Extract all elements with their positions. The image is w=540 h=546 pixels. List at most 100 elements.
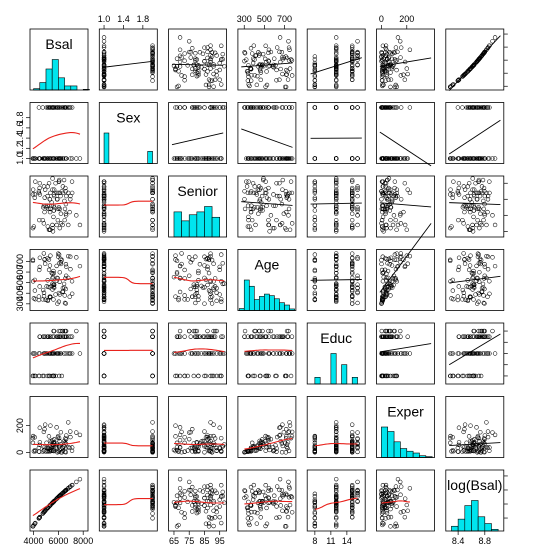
data-point — [334, 229, 339, 234]
data-point — [248, 105, 254, 110]
data-point — [355, 256, 360, 261]
data-point — [467, 66, 473, 72]
data-point — [37, 449, 42, 454]
data-point — [391, 213, 397, 218]
data-point — [177, 263, 183, 269]
data-point — [67, 294, 72, 299]
data-point — [274, 193, 280, 199]
data-point — [57, 177, 62, 183]
data-point — [45, 373, 50, 379]
regression-line — [448, 333, 501, 366]
data-point — [64, 193, 69, 199]
data-point — [334, 224, 339, 229]
data-point — [101, 351, 107, 356]
tick-label: 8.4 — [452, 536, 465, 546]
panel-frame — [445, 249, 505, 311]
data-point — [101, 213, 107, 218]
data-point — [209, 334, 215, 339]
data-point — [48, 423, 53, 428]
data-point — [289, 351, 295, 356]
regression-line — [379, 343, 432, 353]
data-point — [41, 221, 47, 226]
data-point — [101, 184, 107, 189]
data-point — [460, 105, 465, 110]
data-point — [350, 43, 355, 48]
data-point — [257, 66, 263, 72]
data-point — [334, 444, 339, 449]
panel-frame — [29, 175, 89, 238]
data-point — [249, 156, 254, 161]
data-point — [395, 351, 401, 356]
data-point — [484, 334, 489, 339]
data-point — [61, 351, 67, 356]
smooth-line — [104, 442, 153, 447]
data-point — [41, 429, 47, 435]
data-point — [179, 429, 184, 435]
data-point — [174, 258, 180, 264]
data-point — [56, 290, 62, 296]
data-point — [193, 488, 198, 494]
data-point — [286, 39, 291, 44]
data-point — [355, 39, 360, 44]
histogram-bar — [51, 59, 59, 91]
data-point — [485, 197, 491, 202]
data-point — [57, 225, 62, 231]
data-point — [196, 334, 201, 339]
data-point — [334, 56, 339, 61]
data-point — [456, 373, 461, 379]
data-point — [450, 277, 455, 283]
data-point — [199, 156, 204, 161]
data-point — [384, 351, 390, 356]
data-point — [385, 177, 390, 183]
data-point — [53, 373, 58, 379]
data-point — [389, 156, 395, 161]
data-point — [274, 449, 279, 454]
data-point — [466, 434, 472, 439]
data-point — [101, 200, 107, 205]
data-point — [182, 51, 187, 56]
data-point — [312, 197, 318, 202]
data-point — [176, 449, 181, 454]
data-point — [63, 276, 68, 281]
data-point — [211, 508, 216, 513]
variable-label: Educ — [320, 330, 352, 346]
data-point — [32, 192, 38, 197]
data-point — [219, 43, 224, 48]
data-point — [30, 257, 36, 262]
data-point — [56, 328, 62, 334]
data-point — [471, 282, 477, 288]
data-point — [334, 254, 339, 259]
data-point — [200, 285, 206, 290]
data-point — [59, 257, 65, 263]
data-point — [150, 297, 155, 303]
data-point — [393, 45, 399, 50]
data-point — [448, 156, 453, 161]
histogram-bar — [387, 431, 395, 458]
data-point — [477, 225, 482, 231]
data-point — [282, 440, 288, 445]
data-point — [245, 373, 251, 379]
data-point — [476, 156, 481, 161]
data-point — [54, 222, 59, 228]
data-point — [60, 222, 65, 228]
data-point — [259, 193, 265, 199]
data-point — [482, 50, 487, 55]
data-point — [205, 434, 210, 440]
data-point — [193, 351, 198, 356]
data-point — [462, 156, 467, 161]
data-point — [286, 197, 292, 202]
data-point — [470, 64, 475, 69]
data-point — [209, 156, 215, 161]
data-point — [355, 276, 360, 281]
data-point — [208, 66, 213, 71]
data-point — [250, 156, 256, 161]
data-point — [392, 179, 398, 184]
data-point — [242, 334, 247, 339]
data-point — [380, 83, 385, 89]
data-point — [245, 449, 251, 454]
data-point — [46, 257, 52, 262]
data-point — [248, 351, 254, 356]
data-point — [355, 184, 360, 189]
data-point — [482, 189, 487, 194]
data-point — [177, 425, 183, 430]
